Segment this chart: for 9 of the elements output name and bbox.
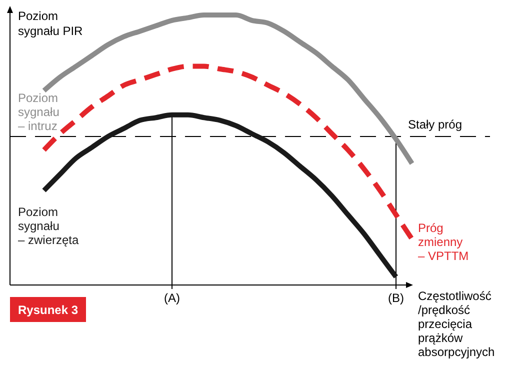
text: Poziom sygnału – zwierzęta <box>18 205 80 247</box>
text: Rysunek 3 <box>18 303 78 317</box>
x-tick-label: (A) <box>164 291 180 305</box>
series-label: Próg zmienny – VPTTM <box>418 221 469 263</box>
ref-line-label: Stały próg <box>408 118 462 132</box>
series-label: Poziom sygnału – intruz <box>18 91 60 133</box>
y-axis-title: Poziom sygnału PIR <box>18 9 84 38</box>
x-tick-label: (B) <box>388 291 404 305</box>
x-axis-title: Częstotliwość /prędkość przecięcia prążków absorpcyjnych <box>418 289 495 359</box>
